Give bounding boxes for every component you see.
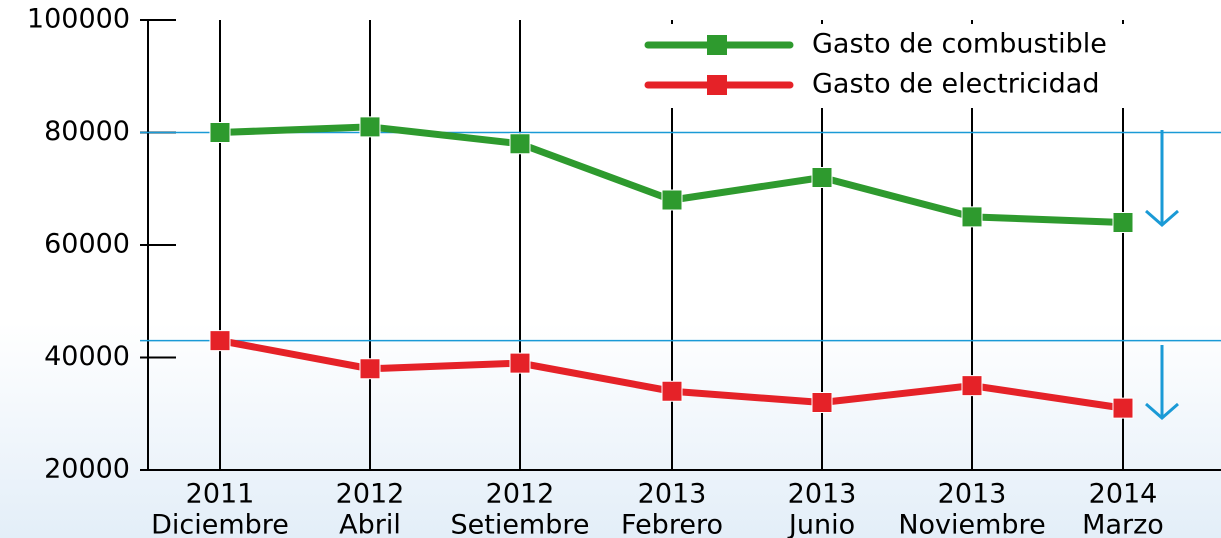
arrow-head [1145,209,1179,227]
arrow-head [1145,402,1179,420]
legend-marker [707,35,727,55]
point-marker [1112,397,1134,419]
y-tick-label: 60000 [44,229,130,260]
point-marker [509,352,531,374]
point-marker [661,380,683,402]
y-tick-label: 20000 [44,454,130,485]
x-tick-label: Febrero [621,510,723,538]
y-tick-label: 80000 [44,116,130,147]
x-tick-label: 2013 [788,479,857,510]
point-marker [961,206,983,228]
x-tick-label: 2013 [638,479,707,510]
x-tick-label: 2012 [336,479,405,510]
point-marker [961,375,983,397]
point-marker [209,330,231,352]
x-tick-label: Diciembre [151,510,289,538]
x-tick-label: Setiembre [450,510,589,538]
x-tick-label: 2012 [486,479,555,510]
point-marker [509,133,531,155]
x-tick-label: Noviembre [898,510,1045,538]
point-marker [359,358,381,380]
y-tick-label: 40000 [44,341,130,372]
x-tick-label: 2011 [186,479,255,510]
y-tick-label: 100000 [27,4,130,35]
point-marker [1112,212,1134,233]
point-marker [359,116,381,138]
legend-label: Gasto de electricidad [812,69,1099,100]
legend-label: Gasto de combustible [812,29,1107,60]
point-marker [811,167,833,188]
point-marker [661,189,683,211]
legend-marker [707,75,727,95]
x-tick-label: Junio [787,510,855,538]
x-tick-label: 2013 [938,479,1007,510]
point-marker [811,392,833,413]
point-marker [209,122,231,143]
x-tick-label: 2014 [1089,479,1158,510]
x-tick-label: Marzo [1082,510,1164,538]
x-tick-label: Abril [339,510,401,538]
